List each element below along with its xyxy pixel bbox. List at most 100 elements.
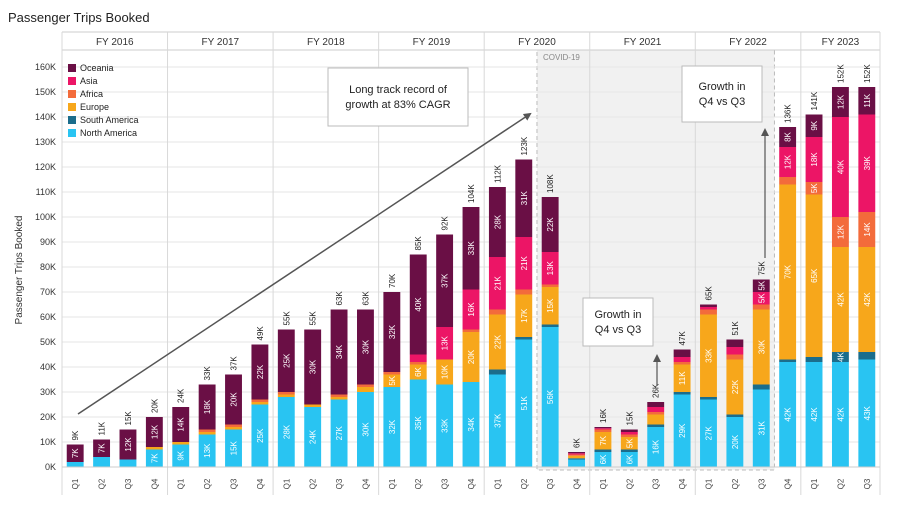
total-label: 51K xyxy=(731,321,740,336)
bar-segment xyxy=(277,397,295,467)
x-tick-label: Q4 xyxy=(467,478,476,489)
segment-label: 12K xyxy=(836,224,845,239)
segment-label: 6K xyxy=(625,454,634,464)
bar-segment xyxy=(251,344,269,400)
bar-segment xyxy=(488,369,506,375)
segment-label: 28K xyxy=(282,424,291,439)
segment-label: 40K xyxy=(836,159,845,174)
x-tick-label: Q3 xyxy=(757,478,766,489)
total-label: 24K xyxy=(177,388,186,403)
segment-label: 37K xyxy=(493,413,502,428)
bar-segment xyxy=(700,307,717,310)
fiscal-year-label: FY 2021 xyxy=(624,37,662,48)
legend-label: North America xyxy=(80,128,137,138)
bar-segment xyxy=(145,449,163,467)
segment-label: 22K xyxy=(546,217,555,232)
x-tick-label: Q3 xyxy=(335,478,344,489)
bar-segment xyxy=(119,459,137,467)
segment-label: 25K xyxy=(282,353,291,368)
y-tick-label: 50K xyxy=(40,337,56,347)
segment-label: 6K xyxy=(599,454,608,464)
bar-segment xyxy=(620,429,638,432)
x-tick-label: Q2 xyxy=(625,478,634,489)
x-tick-label: Q1 xyxy=(388,478,397,489)
segment-label: 22K xyxy=(493,334,502,349)
bar-segment xyxy=(436,384,454,467)
segment-label: 5K xyxy=(757,293,766,303)
bar-segment xyxy=(805,194,823,357)
bar-segment xyxy=(831,362,849,467)
fiscal-year-label: FY 2017 xyxy=(202,37,240,48)
bar-segment xyxy=(752,309,770,385)
x-tick-label: Q3 xyxy=(124,478,133,489)
bar-segment xyxy=(357,309,374,385)
x-tick-label: Q1 xyxy=(704,478,713,489)
bar-segment xyxy=(752,384,770,390)
bar-segment xyxy=(488,314,506,370)
segment-label: 9K xyxy=(177,450,186,460)
y-tick-label: 80K xyxy=(40,262,56,272)
segment-label: 11K xyxy=(863,93,872,107)
bar-segment xyxy=(647,427,665,467)
bar-segment xyxy=(752,304,770,310)
bar-segment xyxy=(172,442,190,445)
bar-segment xyxy=(488,257,506,310)
total-label: 123K xyxy=(520,136,529,155)
bar-segment xyxy=(436,359,454,385)
total-label: 47K xyxy=(678,331,687,346)
bar-segment xyxy=(462,332,480,382)
segment-label: 13K xyxy=(441,335,450,350)
bar-segment xyxy=(594,432,612,450)
bar-segment xyxy=(568,453,585,455)
x-tick-label: Q1 xyxy=(282,478,291,489)
segment-label: 12K xyxy=(124,437,133,452)
bar-segment xyxy=(225,429,242,467)
bar-segment xyxy=(647,407,665,412)
segment-label: 17K xyxy=(520,308,529,323)
bar-segment xyxy=(858,87,876,115)
x-tick-label: Q1 xyxy=(599,478,608,489)
bar-segment xyxy=(673,349,691,357)
segment-label: 51K xyxy=(520,395,529,410)
bar-segment xyxy=(673,362,691,365)
total-label: 70K xyxy=(388,273,397,288)
y-axis-label: Passenger Trips Booked xyxy=(14,216,25,325)
annotation-text: Growth in xyxy=(698,81,745,93)
y-tick-label: 110K xyxy=(36,187,56,197)
segment-label: 16K xyxy=(652,439,661,454)
x-tick-label: Q2 xyxy=(836,478,845,489)
bar-segment xyxy=(673,357,691,362)
bar-segment xyxy=(779,177,797,185)
bar-segment xyxy=(831,217,849,247)
segment-label: 24K xyxy=(309,429,318,444)
x-tick-label: Q3 xyxy=(863,478,872,489)
segment-label: 21K xyxy=(520,255,529,270)
x-tick-label: Q1 xyxy=(177,478,186,489)
total-label: 152K xyxy=(863,64,872,83)
y-tick-label: 60K xyxy=(40,312,56,322)
bar-segment xyxy=(779,359,797,362)
bar-segment xyxy=(515,289,533,295)
bar-segment xyxy=(93,457,111,467)
total-label: 15K xyxy=(625,411,634,426)
bar-segment xyxy=(488,187,506,257)
bar-segment xyxy=(779,147,797,177)
annotation-text: Long track record of xyxy=(349,84,448,96)
bar-segment xyxy=(831,352,849,362)
bar-segment xyxy=(831,247,849,352)
segment-label: 6K xyxy=(414,366,423,376)
bar-segment xyxy=(594,452,612,467)
bar-segment xyxy=(66,444,84,462)
y-tick-label: 150K xyxy=(35,87,56,97)
bar-segment xyxy=(277,329,295,392)
segment-label: 9K xyxy=(810,120,819,130)
bar-segment xyxy=(357,384,374,387)
bar-segment xyxy=(594,449,612,452)
fiscal-year-label: FY 2020 xyxy=(518,37,556,48)
x-tick-label: Q3 xyxy=(441,478,450,489)
total-label: 75K xyxy=(757,261,766,276)
total-label: 136K xyxy=(784,104,793,123)
y-tick-label: 20K xyxy=(40,412,56,422)
segment-label: 30K xyxy=(757,339,766,354)
bar-segment xyxy=(330,397,348,400)
